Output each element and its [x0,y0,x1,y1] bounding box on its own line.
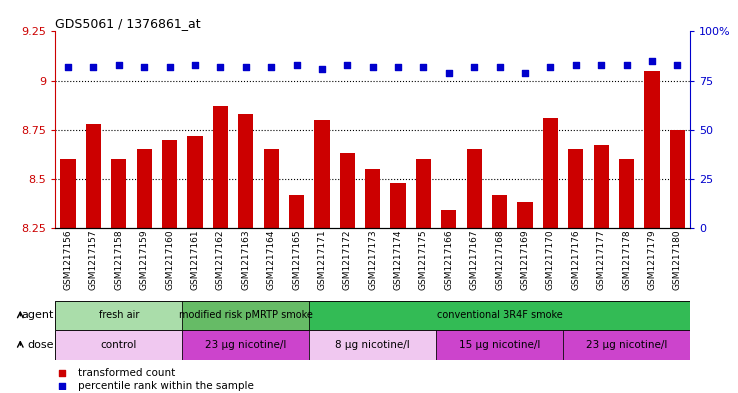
Text: GSM1217160: GSM1217160 [165,230,174,290]
Bar [137,149,152,228]
Point [367,64,379,70]
Point [443,70,455,76]
Text: GSM1217180: GSM1217180 [673,230,682,290]
Text: GSM1217157: GSM1217157 [89,230,98,290]
Bar [390,183,406,228]
Bar [436,330,563,360]
Text: GSM1217165: GSM1217165 [292,230,301,290]
Text: GSM1217176: GSM1217176 [571,230,580,290]
Text: transformed count: transformed count [77,368,175,378]
Point [88,64,100,70]
Text: GSM1217156: GSM1217156 [63,230,72,290]
Point [596,62,607,68]
Text: GSM1217175: GSM1217175 [419,230,428,290]
Bar [238,114,253,228]
Text: GSM1217164: GSM1217164 [266,230,275,290]
Bar [111,159,126,228]
Point [621,62,632,68]
Bar [213,106,228,228]
Point [164,64,176,70]
Point [418,64,430,70]
Bar [61,159,76,228]
Point [342,62,354,68]
Text: GSM1217161: GSM1217161 [190,230,199,290]
Text: GSM1217166: GSM1217166 [444,230,453,290]
Bar [263,149,279,228]
Text: GSM1217167: GSM1217167 [470,230,479,290]
Bar [542,118,558,228]
Bar [593,145,609,228]
Text: GDS5061 / 1376861_at: GDS5061 / 1376861_at [55,17,201,30]
Text: GSM1217162: GSM1217162 [216,230,225,290]
Text: 15 μg nicotine/l: 15 μg nicotine/l [459,340,540,350]
Bar [644,71,660,228]
Bar [441,210,457,228]
Bar [86,124,101,228]
Point [215,64,227,70]
Bar [309,301,690,330]
Bar [669,130,685,228]
Text: GSM1217170: GSM1217170 [546,230,555,290]
Point [570,62,582,68]
Bar [182,301,309,330]
Bar [568,149,584,228]
Point [62,64,74,70]
Point [316,66,328,72]
Text: modified risk pMRTP smoke: modified risk pMRTP smoke [179,310,313,320]
Point [240,64,252,70]
Text: GSM1217174: GSM1217174 [393,230,402,290]
Text: GSM1217171: GSM1217171 [317,230,326,290]
Text: GSM1217158: GSM1217158 [114,230,123,290]
Point [672,62,683,68]
Bar [289,195,304,228]
Bar [55,301,182,330]
Text: GSM1217163: GSM1217163 [241,230,250,290]
Text: dose: dose [27,340,54,350]
Point [138,64,150,70]
Text: GSM1217169: GSM1217169 [520,230,529,290]
Bar [162,140,177,228]
Text: GSM1217172: GSM1217172 [343,230,352,290]
Bar [55,330,182,360]
Bar [492,195,507,228]
Text: agent: agent [21,310,54,320]
Text: fresh air: fresh air [99,310,139,320]
Bar [309,330,436,360]
Point [113,62,125,68]
Point [189,62,201,68]
Point [291,62,303,68]
Text: 8 μg nicotine/l: 8 μg nicotine/l [335,340,410,350]
Point [545,64,556,70]
Point [392,64,404,70]
Text: GSM1217159: GSM1217159 [139,230,148,290]
Text: GSM1217173: GSM1217173 [368,230,377,290]
Text: 23 μg nicotine/l: 23 μg nicotine/l [205,340,286,350]
Text: GSM1217177: GSM1217177 [597,230,606,290]
Point [494,64,506,70]
Point [519,70,531,76]
Text: percentile rank within the sample: percentile rank within the sample [77,381,253,391]
Point [56,370,68,376]
Bar [517,202,533,228]
Text: GSM1217168: GSM1217168 [495,230,504,290]
Text: conventional 3R4F smoke: conventional 3R4F smoke [437,310,562,320]
Bar [415,159,431,228]
Bar [619,159,634,228]
Bar [563,330,690,360]
Bar [182,330,309,360]
Text: 23 μg nicotine/l: 23 μg nicotine/l [586,340,667,350]
Text: control: control [100,340,137,350]
Bar [466,149,482,228]
Bar [314,120,330,228]
Text: GSM1217178: GSM1217178 [622,230,631,290]
Point [469,64,480,70]
Bar [339,153,355,228]
Point [265,64,277,70]
Text: GSM1217179: GSM1217179 [647,230,656,290]
Bar [187,136,203,228]
Point [646,58,658,64]
Bar [365,169,380,228]
Point [56,383,68,389]
